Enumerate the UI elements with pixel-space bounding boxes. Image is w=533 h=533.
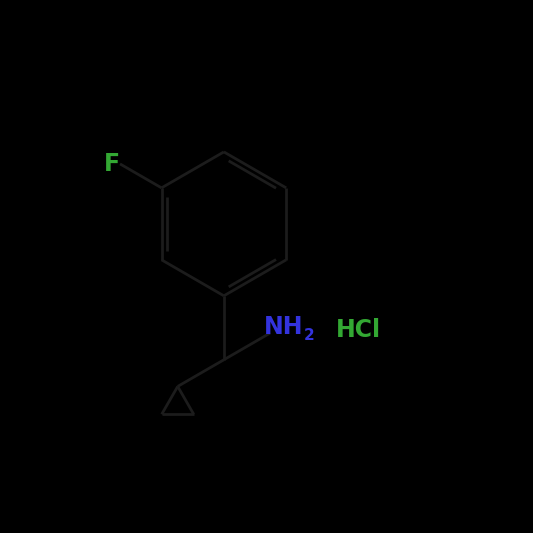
Text: 2: 2: [304, 328, 314, 343]
Text: NH: NH: [264, 314, 303, 339]
Text: HCl: HCl: [335, 318, 381, 343]
Text: F: F: [104, 152, 120, 176]
